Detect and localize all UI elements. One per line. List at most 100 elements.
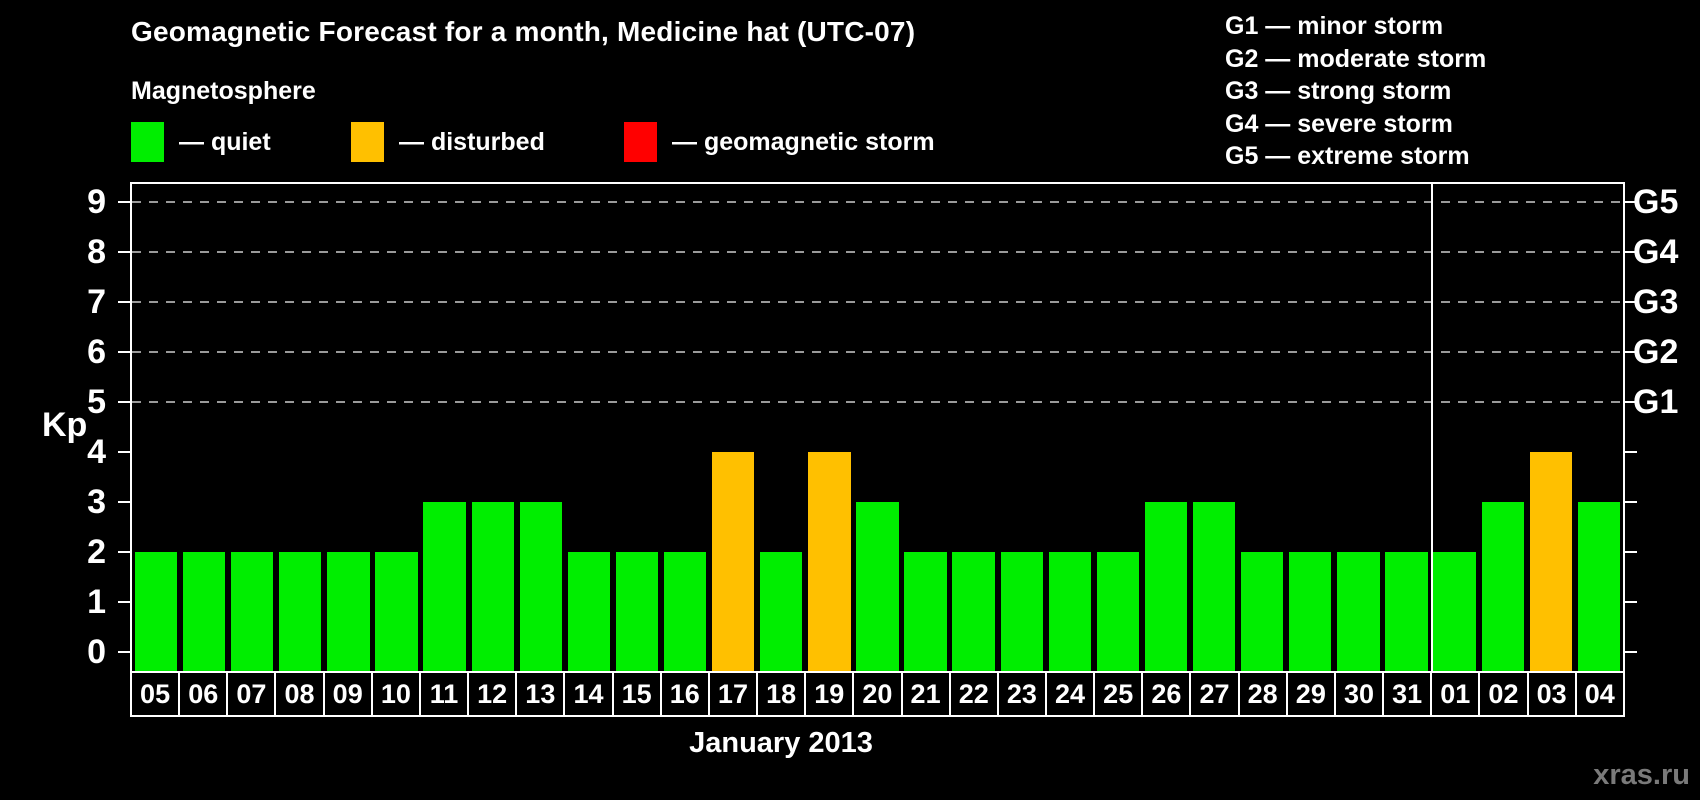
x-tick-label-26: 26 bbox=[1143, 671, 1192, 717]
y-axis-tick-left-8 bbox=[118, 251, 130, 253]
bar-slot-30 bbox=[1334, 184, 1382, 671]
bar-slot-01 bbox=[1431, 184, 1479, 671]
y-axis-tick-right-3 bbox=[1625, 501, 1637, 503]
y-axis-tick-label-0: 0 bbox=[87, 633, 106, 671]
x-axis-day-labels: 05 06 07 08 09 10 11 12 13 14 15 16 17 18 19 20 21 22 23 24… bbox=[130, 671, 1625, 717]
bar-day-29 bbox=[1289, 552, 1332, 671]
x-tick-label-31: 31 bbox=[1384, 671, 1433, 717]
bar-day-26 bbox=[1144, 502, 1188, 671]
bar-day-09 bbox=[327, 552, 370, 671]
y-axis-tick-label-4: 4 bbox=[87, 433, 106, 471]
x-tick-label-17: 17 bbox=[709, 671, 759, 717]
bar-slot-11 bbox=[421, 184, 469, 671]
y-axis-tick-label-8: 8 bbox=[87, 233, 106, 271]
bar-day-18 bbox=[760, 552, 803, 671]
y-axis-tick-label-1: 1 bbox=[87, 583, 106, 621]
y-axis-title: Kp bbox=[42, 406, 88, 444]
bar-slot-04 bbox=[1575, 184, 1623, 671]
bar-day-22 bbox=[952, 552, 995, 671]
x-tick-label-18: 18 bbox=[758, 671, 807, 717]
y-axis-tick-left-2 bbox=[118, 551, 130, 553]
x-tick-label-23: 23 bbox=[998, 671, 1047, 717]
x-tick-label-11: 11 bbox=[420, 671, 470, 717]
bar-day-06 bbox=[182, 552, 226, 671]
bar-day-20 bbox=[856, 502, 899, 671]
bar-slot-22 bbox=[950, 184, 998, 671]
watermark: xras.ru bbox=[1593, 759, 1690, 791]
bar-day-13 bbox=[519, 502, 562, 671]
legend-item-storm: — geomagnetic storm bbox=[624, 120, 935, 164]
y-axis-tick-left-6 bbox=[118, 351, 130, 353]
bar-day-12 bbox=[471, 502, 514, 671]
y-axis-tick-left-4 bbox=[118, 451, 130, 453]
g-axis-label-G4: G4 bbox=[1633, 233, 1679, 271]
bar-day-21 bbox=[904, 552, 947, 671]
bar-slot-05 bbox=[132, 184, 180, 671]
bar-day-15 bbox=[615, 552, 659, 671]
bar-slot-14 bbox=[565, 184, 613, 671]
bar-slot-24 bbox=[1046, 184, 1094, 671]
y-axis-tick-left-1 bbox=[118, 601, 130, 603]
y-axis-tick-right-6 bbox=[1625, 351, 1637, 353]
legend-label-quiet: — quiet bbox=[179, 127, 271, 156]
bar-slot-31 bbox=[1382, 184, 1430, 671]
y-axis-tick-left-3 bbox=[118, 501, 130, 503]
y-axis-tick-left-7 bbox=[118, 301, 130, 303]
y-axis-tick-right-0 bbox=[1625, 651, 1637, 653]
gridline-kp7 bbox=[132, 301, 1623, 303]
bar-day-17 bbox=[712, 452, 755, 671]
bar-day-10 bbox=[375, 552, 418, 671]
bar-slot-15 bbox=[613, 184, 661, 671]
quiet-color-swatch bbox=[131, 122, 164, 162]
g-scale-legend-line: G4 — severe storm bbox=[1225, 109, 1453, 138]
legend-label-disturbed: — disturbed bbox=[399, 127, 545, 156]
x-tick-label-30: 30 bbox=[1335, 671, 1385, 717]
y-axis-tick-label-7: 7 bbox=[87, 283, 106, 321]
x-tick-label-25: 25 bbox=[1095, 671, 1144, 717]
bar-slot-29 bbox=[1286, 184, 1334, 671]
bar-slot-12 bbox=[469, 184, 517, 671]
bar-slot-25 bbox=[1094, 184, 1142, 671]
x-tick-label-04: 04 bbox=[1576, 671, 1625, 717]
bar-day-27 bbox=[1192, 502, 1236, 671]
x-tick-label-12: 12 bbox=[469, 671, 518, 717]
g-axis-label-G1: G1 bbox=[1633, 383, 1679, 421]
bar-day-01 bbox=[1433, 552, 1476, 671]
bar-slot-26 bbox=[1142, 184, 1190, 671]
gridline-kp9 bbox=[132, 201, 1623, 203]
bar-slot-18 bbox=[757, 184, 805, 671]
bar-slot-02 bbox=[1479, 184, 1527, 671]
bar-slot-08 bbox=[276, 184, 324, 671]
x-tick-label-08: 08 bbox=[276, 671, 325, 717]
g-scale-legend-line: G2 — moderate storm bbox=[1225, 44, 1487, 73]
bar-day-30 bbox=[1337, 552, 1380, 671]
bar-day-02 bbox=[1481, 502, 1524, 671]
bar-slot-13 bbox=[517, 184, 565, 671]
g-axis-label-G3: G3 bbox=[1633, 283, 1679, 321]
y-axis-tick-right-1 bbox=[1625, 601, 1637, 603]
bar-slot-23 bbox=[998, 184, 1046, 671]
bar-day-14 bbox=[567, 552, 611, 671]
g-scale-legend-line: G1 — minor storm bbox=[1225, 12, 1444, 40]
bar-day-04 bbox=[1577, 502, 1621, 671]
bar-slot-16 bbox=[661, 184, 709, 671]
bar-day-05 bbox=[134, 552, 178, 671]
gridline-kp8 bbox=[132, 251, 1623, 253]
bar-slot-17 bbox=[709, 184, 757, 671]
bar-day-19 bbox=[808, 452, 851, 671]
x-tick-label-06: 06 bbox=[180, 671, 229, 717]
y-axis-tick-right-8 bbox=[1625, 251, 1637, 253]
y-axis-tick-right-9 bbox=[1625, 201, 1637, 203]
g-scale-legend-line: G5 — extreme storm bbox=[1225, 142, 1470, 170]
x-tick-label-14: 14 bbox=[565, 671, 614, 717]
bar-day-31 bbox=[1385, 552, 1428, 671]
bar-slot-20 bbox=[853, 184, 901, 671]
x-tick-label-27: 27 bbox=[1191, 671, 1240, 717]
x-tick-label-10: 10 bbox=[372, 671, 421, 717]
bar-slot-06 bbox=[180, 184, 228, 671]
x-axis-title: January 2013 bbox=[689, 727, 873, 759]
magnetosphere-label: Magnetosphere bbox=[131, 77, 316, 105]
x-tick-label-05: 05 bbox=[130, 671, 181, 717]
gridline-kp6 bbox=[132, 351, 1623, 353]
x-tick-label-19: 19 bbox=[806, 671, 855, 717]
